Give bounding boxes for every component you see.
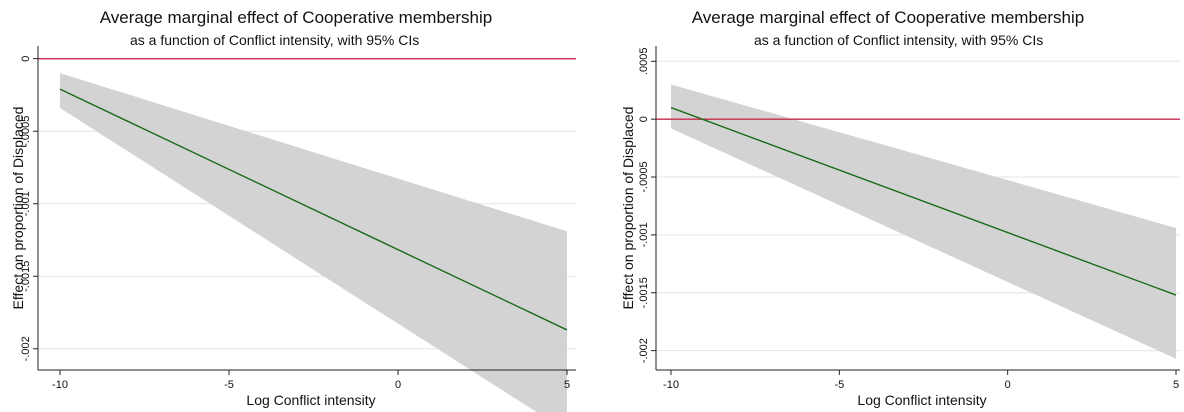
y-tick-label: 0 [20, 56, 32, 62]
chart-panel-left: Average marginal effect of Cooperative m… [10, 8, 576, 412]
confidence-band [671, 84, 1176, 359]
y-axis-title: Effect on proportion of Displaced [620, 107, 636, 310]
x-tick-label: 0 [1005, 379, 1011, 391]
chart-title: Average marginal effect of Cooperative m… [99, 8, 493, 27]
y-axis-title: Effect on proportion of Displaced [10, 107, 26, 310]
y-tick-label: -.002 [20, 336, 32, 361]
marginal-effect-line [59, 88, 568, 331]
chart-title: Average marginal effect of Cooperative m… [691, 8, 1085, 27]
marginal-effect-line [670, 106, 1177, 296]
x-tick-label: 5 [564, 379, 570, 391]
x-tick-label: 0 [395, 379, 401, 391]
chart-subtitle: as a function of Conflict intensity, wit… [754, 32, 1044, 48]
x-axis-title: Log Conflict intensity [246, 392, 375, 408]
x-tick-label: -10 [52, 379, 68, 391]
chart-plot-left: 0 -.0005 -.001 -.0015 -.002 -10 -5 0 5 Log Confli… [10, 46, 576, 412]
x-tick-label: -5 [834, 379, 844, 391]
x-axis-title: Log Conflict intensity [857, 392, 986, 408]
chart-panel-right: Average marginal effect of Cooperative m… [592, 0, 1184, 412]
y-tick-label: -.0015 [20, 261, 32, 292]
x-tick-label: -5 [224, 379, 234, 391]
y-tick-label: -.0005 [20, 116, 32, 147]
chart-plot-right: .0005 0 -.0005 -.001 -.0015 -.002 -10 -5 0 5 Log C… [620, 46, 1180, 408]
x-tick-label: 5 [1173, 379, 1179, 391]
y-tick-label: -.0015 [638, 277, 650, 308]
y-tick-label: -.001 [20, 191, 32, 216]
x-tick-label: -10 [663, 379, 679, 391]
y-tick-label: -.002 [638, 338, 650, 363]
y-tick-label: -.001 [638, 222, 650, 247]
y-tick-label: -.0005 [638, 161, 650, 192]
confidence-band [60, 73, 567, 412]
y-tick-label: .0005 [638, 48, 650, 76]
y-tick-label: 0 [638, 116, 650, 122]
chart-subtitle: as a function of Conflict intensity, wit… [130, 32, 420, 48]
